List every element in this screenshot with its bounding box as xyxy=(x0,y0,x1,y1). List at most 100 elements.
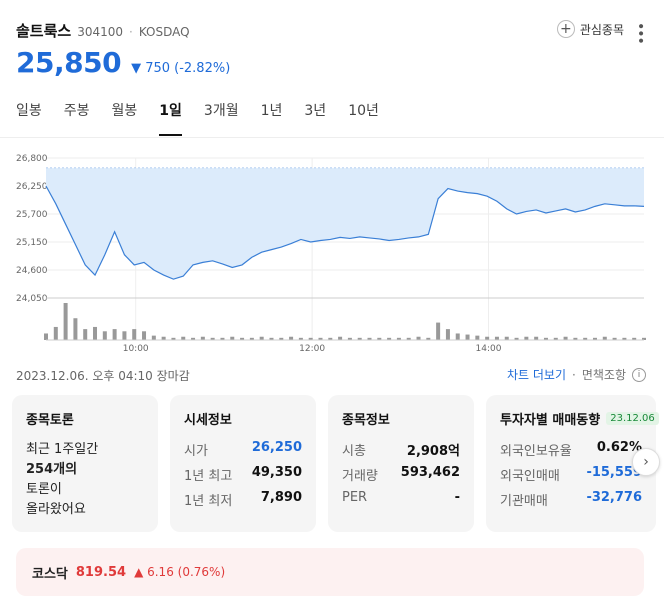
next-cards-button[interactable]: › xyxy=(632,448,660,476)
more-vertical-icon[interactable]: ••• xyxy=(632,22,648,44)
y-tick-label: 24,600 xyxy=(16,266,48,276)
volume-bar xyxy=(543,337,548,340)
tab-3year[interactable]: 3년 xyxy=(304,103,327,119)
volume-bar xyxy=(455,333,460,340)
volume-bar xyxy=(122,331,127,340)
investor-card[interactable]: 투자자별 매매동향 23.12.06 외국인보유율 0.62% 외국인매매 -1… xyxy=(486,395,659,532)
plus-icon: + xyxy=(556,20,575,38)
watchlist-label: 관심종목 xyxy=(579,22,624,37)
stock-info-card[interactable]: 종목정보 시총 2,908억 거래량 593,462 PER - xyxy=(328,395,474,532)
info-value: 593,462 xyxy=(400,465,460,480)
x-tick-label: 14:00 xyxy=(476,344,502,354)
quote-key: 1년 최고 xyxy=(184,469,233,484)
tab-daily[interactable]: 일봉 xyxy=(16,103,42,119)
quote-value: 26,250 xyxy=(251,440,302,455)
volume-bar xyxy=(249,337,254,340)
volume-bar xyxy=(328,337,333,340)
quote-title: 시세정보 xyxy=(184,413,232,428)
quote-key: 시가 xyxy=(184,444,208,459)
volume-bar xyxy=(93,326,98,340)
price-area xyxy=(46,168,644,280)
info-key: 거래량 xyxy=(342,469,378,484)
tab-1day[interactable]: 1일 xyxy=(159,100,182,136)
watchlist-button[interactable]: + 관심종목 xyxy=(556,20,624,38)
period-tabs: 일봉 주봉 월봉 1일 3개월 1년 3년 10년 xyxy=(16,100,401,136)
volume-bar xyxy=(191,337,196,340)
discussion-text: 최근 1주일간 254개의 토론이 올라왔어요 xyxy=(26,440,144,520)
volume-bar xyxy=(279,337,284,340)
info-row-volume: 거래량 593,462 xyxy=(342,465,460,484)
volume-bar xyxy=(622,337,627,340)
volume-bar xyxy=(573,337,578,340)
volume-bar xyxy=(406,337,411,340)
y-tick-label: 24,050 xyxy=(16,294,48,304)
chart-timestamp: 2023.12.06. 오후 04:10 장마감 xyxy=(16,369,190,383)
quote-row-high: 1년 최고 49,350 xyxy=(184,465,302,484)
volume-bar xyxy=(200,336,205,340)
volume-bar xyxy=(83,329,88,340)
y-tick-label: 25,150 xyxy=(16,238,48,248)
tab-monthly[interactable]: 월봉 xyxy=(111,103,138,119)
info-row-cap: 시총 2,908억 xyxy=(342,440,460,459)
tab-weekly[interactable]: 주봉 xyxy=(63,103,90,119)
volume-bar xyxy=(612,337,617,340)
volume-bar xyxy=(563,336,568,340)
discussion-line4: 올라왔어요 xyxy=(26,502,86,517)
volume-bar xyxy=(416,336,421,340)
stock-header: 솔트룩스 304100 · KOSDAQ xyxy=(16,20,190,41)
price-line xyxy=(45,185,645,280)
stock-info-title: 종목정보 xyxy=(342,413,390,428)
quote-value: 7,890 xyxy=(260,490,302,505)
info-key: PER xyxy=(342,490,368,505)
quote-card[interactable]: 시세정보 시가 26,250 1년 최고 49,350 1년 최저 7,890 xyxy=(170,395,316,532)
investor-key: 외국인보유율 xyxy=(500,444,572,459)
investor-row-ratio: 외국인보유율 0.62% xyxy=(500,440,642,459)
volume-bar xyxy=(377,337,382,340)
disclaimer-link[interactable]: 면책조항 xyxy=(581,368,626,382)
y-tick-label: 26,800 xyxy=(16,154,48,164)
volume-bar xyxy=(338,336,343,340)
info-value: 2,908억 xyxy=(406,444,460,459)
info-icon[interactable]: i xyxy=(632,367,646,382)
kosdaq-index-bar[interactable]: 코스닥 819.54 ▲ 6.16 (0.76%) xyxy=(16,548,644,596)
info-value: - xyxy=(454,490,460,505)
chart-more-link[interactable]: 차트 더보기 xyxy=(506,368,566,382)
volume-bar xyxy=(642,337,646,340)
volume-bar xyxy=(230,336,235,340)
stock-code: 304100 xyxy=(77,25,124,39)
chart-links: 차트 더보기 · 면책조항 i xyxy=(507,366,646,383)
volume-bar xyxy=(485,336,490,340)
volume-bar xyxy=(583,337,588,340)
volume-bar xyxy=(308,337,313,340)
investor-value: -15,559 xyxy=(586,465,642,480)
info-key: 시총 xyxy=(342,444,366,459)
price-change: ▼ 750 (-2.82%) xyxy=(131,61,231,76)
volume-bar xyxy=(504,336,509,340)
investor-value: -32,776 xyxy=(586,490,642,505)
volume-bar xyxy=(602,336,607,340)
volume-bar xyxy=(465,334,470,340)
discussion-card[interactable]: 종목토론 최근 1주일간 254개의 토론이 올라왔어요 xyxy=(12,395,158,532)
volume-bar xyxy=(396,337,401,340)
y-tick-label: 26,250 xyxy=(16,182,48,192)
stock-market: KOSDAQ xyxy=(138,25,190,39)
y-tick-label: 25,700 xyxy=(16,210,48,220)
volume-bar xyxy=(161,336,166,340)
volume-bar xyxy=(494,336,499,340)
investor-title: 투자자별 매매동향 23.12.06 xyxy=(500,409,659,428)
discussion-line1: 최근 1주일간 xyxy=(26,442,99,457)
tab-10year[interactable]: 10년 xyxy=(348,103,379,119)
index-name: 코스닥 xyxy=(32,566,68,582)
volume-bar xyxy=(132,329,137,340)
quote-row-low: 1년 최저 7,890 xyxy=(184,490,302,509)
intraday-chart[interactable]: 26,800 26,250 25,700 25,150 24,600 24,050 10:0… xyxy=(0,148,664,358)
volume-bar xyxy=(210,337,215,340)
tab-1year[interactable]: 1년 xyxy=(260,103,283,119)
tabs-divider xyxy=(0,137,664,138)
tab-3month[interactable]: 3개월 xyxy=(203,103,239,119)
quote-value: 49,350 xyxy=(251,465,302,480)
index-value: 819.54 xyxy=(75,564,127,580)
current-price: 25,850 xyxy=(16,46,122,79)
quote-key: 1년 최저 xyxy=(184,494,233,509)
volume-bar xyxy=(53,326,58,340)
